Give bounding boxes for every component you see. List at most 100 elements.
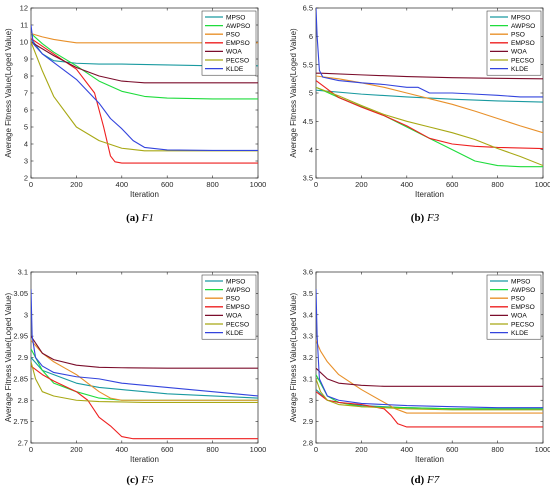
x-tick-label: 400 bbox=[401, 445, 414, 454]
y-tick-label: 11 bbox=[20, 21, 28, 30]
legend-label: MPSO bbox=[226, 278, 245, 285]
y-tick-label: 8 bbox=[24, 72, 28, 81]
legend-label: AWPSO bbox=[511, 23, 535, 30]
x-tick-label: 600 bbox=[446, 445, 459, 454]
y-tick-label: 3.1 bbox=[303, 374, 313, 383]
legend-label: WOA bbox=[511, 49, 527, 56]
plot-f3: 0 200 400 600 800 1000 3.5 4 4.5 5 5.5 6 6.5 Iteratio… bbox=[289, 4, 550, 199]
legend-label: PSO bbox=[511, 296, 525, 303]
y-tick-label: 5.5 bbox=[303, 60, 313, 69]
x-axis-label: Iteration bbox=[130, 190, 159, 199]
series-line-pso bbox=[316, 340, 543, 414]
x-tick-label: 200 bbox=[70, 445, 83, 454]
x-tick-label: 800 bbox=[491, 445, 504, 454]
series-line-pecso bbox=[31, 41, 258, 152]
x-axis-label: Iteration bbox=[415, 455, 444, 464]
legend-label: MPSO bbox=[511, 14, 530, 21]
y-tick-label: 3.05 bbox=[13, 289, 28, 298]
panel-d: 0 200 400 600 800 1000 2.8 2.9 3 3.1 3.2 3.3 3.4 3.5 3… bbox=[289, 268, 550, 486]
series-line-klde bbox=[316, 8, 543, 98]
legend-label: EMPSO bbox=[511, 40, 535, 47]
y-axis-label: Average Fitness Value(Loged Value) bbox=[289, 292, 298, 422]
legend-label: PECSO bbox=[226, 57, 249, 64]
x-tick-label: 0 bbox=[314, 445, 318, 454]
y-tick-label: 2 bbox=[24, 174, 28, 183]
y-tick-label: 3.5 bbox=[303, 174, 313, 183]
series-line-pecso bbox=[316, 378, 543, 411]
x-tick-label: 400 bbox=[116, 445, 129, 454]
legend-label: EMPSO bbox=[226, 40, 250, 47]
x-axis-label: Iteration bbox=[415, 190, 444, 199]
x-tick-label: 0 bbox=[29, 445, 33, 454]
legend-label: MPSO bbox=[226, 14, 245, 21]
panel-b: 0 200 400 600 800 1000 3.5 4 4.5 5 5.5 6 6.5 Iteratio… bbox=[289, 4, 550, 224]
caption-a: (a) F1 bbox=[126, 212, 154, 224]
y-tick-label: 10 bbox=[20, 38, 28, 47]
x-tick-label: 200 bbox=[355, 180, 368, 189]
x-tick-label: 1000 bbox=[535, 445, 550, 454]
x-tick-label: 800 bbox=[206, 445, 219, 454]
series-line-mpso bbox=[316, 89, 543, 103]
y-tick-label: 2.7 bbox=[18, 439, 28, 448]
legend-label: WOA bbox=[226, 313, 242, 320]
legend-label: PSO bbox=[226, 32, 240, 39]
plot-f7: 0 200 400 600 800 1000 2.8 2.9 3 3.1 3.2 3.3 3.4 3.5 3… bbox=[289, 268, 550, 464]
legend-label: PSO bbox=[511, 32, 525, 39]
series-line-awpso bbox=[31, 33, 258, 100]
y-tick-label: 4 bbox=[24, 140, 28, 149]
y-tick-label: 2.8 bbox=[18, 396, 28, 405]
x-tick-label: 1000 bbox=[250, 180, 267, 189]
y-tick-label: 3.3 bbox=[303, 332, 313, 341]
legend-label: AWPSO bbox=[511, 287, 535, 294]
caption-c: (c) F5 bbox=[126, 474, 154, 486]
caption-b: (b) F3 bbox=[411, 212, 440, 224]
series-group bbox=[316, 8, 543, 168]
x-tick-label: 0 bbox=[29, 180, 33, 189]
legend-label: WOA bbox=[511, 313, 527, 320]
x-tick-label: 800 bbox=[491, 180, 504, 189]
legend-label: KLDE bbox=[511, 66, 529, 73]
panel-c: 0 200 400 600 800 1000 2.7 2.75 2.8 2.85 2.9 2.95 3 3… bbox=[4, 268, 266, 486]
y-tick-label: 5 bbox=[309, 89, 313, 98]
legend-label: KLDE bbox=[226, 66, 244, 73]
series-line-empso bbox=[316, 391, 543, 428]
series-line-pecso bbox=[31, 361, 258, 403]
series-line-pecso bbox=[316, 86, 543, 167]
series-line-klde bbox=[31, 289, 258, 397]
y-tick-label: 3 bbox=[24, 310, 28, 319]
caption-d: (d) F7 bbox=[411, 474, 440, 486]
y-tick-label: 3.4 bbox=[303, 310, 313, 319]
legend-label: WOA bbox=[226, 49, 242, 56]
x-tick-label: 600 bbox=[446, 180, 459, 189]
legend-label: PECSO bbox=[511, 57, 534, 64]
series-line-pso bbox=[316, 75, 543, 134]
x-tick-label: 800 bbox=[206, 180, 219, 189]
x-tick-label: 200 bbox=[355, 445, 368, 454]
x-axis-label: Iteration bbox=[130, 455, 159, 464]
y-axis-label: Average Fitness Value(Loged Value) bbox=[4, 292, 13, 422]
series-line-woa bbox=[316, 367, 543, 387]
y-tick-label: 3.1 bbox=[18, 268, 28, 277]
legend-label: PECSO bbox=[226, 321, 249, 328]
y-tick-label: 4.5 bbox=[303, 117, 313, 126]
y-tick-label: 3.6 bbox=[303, 268, 313, 277]
y-tick-label: 6.5 bbox=[303, 4, 313, 13]
y-tick-label: 2.9 bbox=[18, 353, 28, 362]
series-line-empso bbox=[31, 365, 258, 440]
legend-label: PECSO bbox=[511, 321, 534, 328]
series-line-woa bbox=[31, 335, 258, 369]
series-line-mpso bbox=[31, 357, 258, 399]
y-tick-label: 2.8 bbox=[303, 439, 313, 448]
series-group bbox=[31, 289, 258, 440]
legend-label: AWPSO bbox=[226, 287, 250, 294]
legend-label: KLDE bbox=[226, 330, 244, 337]
legend-label: EMPSO bbox=[511, 304, 535, 311]
y-tick-label: 12 bbox=[20, 4, 28, 13]
x-tick-label: 200 bbox=[70, 180, 83, 189]
y-tick-label: 2.75 bbox=[13, 417, 28, 426]
legend-label: EMPSO bbox=[226, 304, 250, 311]
y-tick-label: 4 bbox=[309, 145, 313, 154]
x-tick-label: 1000 bbox=[535, 180, 550, 189]
